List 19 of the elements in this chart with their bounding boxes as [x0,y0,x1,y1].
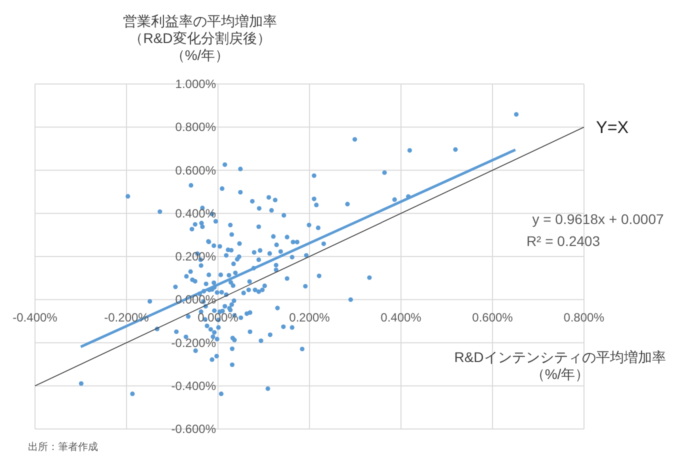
annotation: Y=X [596,118,629,138]
annotation: y = 0.9618x + 0.0007 [532,211,664,227]
text: 出所：筆者作成 [28,441,98,452]
y-tick-label: 1.000% [175,77,216,91]
x-tick-label: 0.600% [472,310,514,325]
x-axis-title: R&Dインテンシティの平均増加率（%/年） [454,349,666,382]
y-tick-label: 0.200% [175,250,216,264]
y-tick-label: -0.400% [171,378,216,393]
x-tick-label: -0.400% [12,310,58,325]
y-axis-title: 営業利益率の平均増加率（R&D変化分割戻後）（%/年） [123,13,277,63]
y-tick-label: 0.400% [175,206,216,220]
y-tick-label: 0.800% [175,120,216,134]
annotation: R² = 0.2403 [526,233,600,249]
x-tick-label: 0.400% [380,310,422,325]
x-tick-label: 0.800% [564,310,605,325]
y-tick-label: 0.600% [175,163,216,178]
y-tick-label: -0.200% [171,336,216,350]
x-tick-label: 0.200% [289,310,330,325]
y-tick-label: -0.600% [171,422,216,436]
